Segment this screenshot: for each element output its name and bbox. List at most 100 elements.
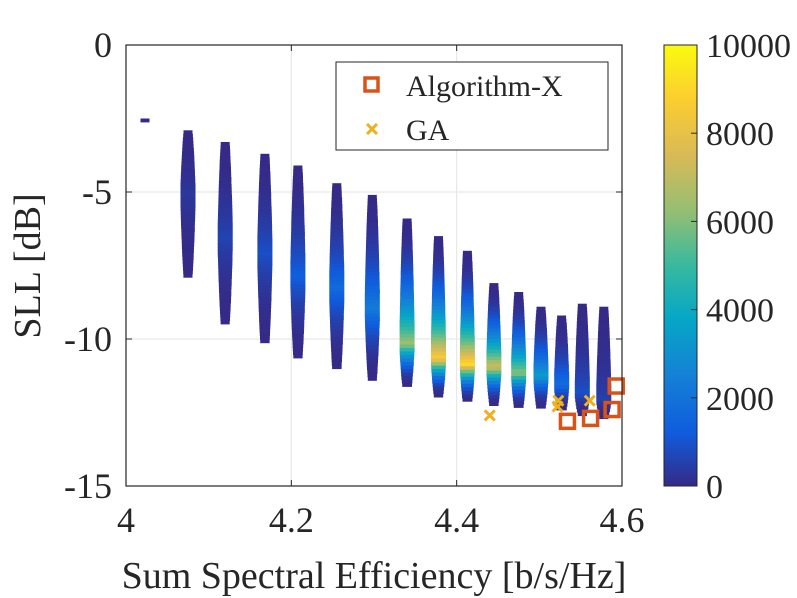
density-cell [460, 324, 475, 329]
density-cell [534, 345, 548, 350]
density-cell [367, 198, 377, 203]
density-cell [512, 320, 525, 324]
density-cell [258, 286, 272, 291]
density-cell [220, 320, 230, 325]
density-cell [330, 323, 344, 328]
density-cell [218, 208, 233, 213]
density-cluster-4 [290, 165, 306, 359]
density-cell [534, 334, 548, 339]
density-cell [399, 351, 415, 356]
density-cell [220, 152, 231, 157]
density-cell [220, 142, 230, 146]
density-cell [291, 218, 305, 222]
density-cell [181, 231, 195, 236]
density-cell [461, 285, 474, 290]
density-cell [433, 250, 444, 254]
density-cell [575, 349, 589, 354]
density-cell [182, 147, 194, 152]
density-cell [460, 373, 475, 378]
density-cell [513, 404, 524, 408]
density-cell [533, 355, 549, 360]
density-cell [219, 289, 232, 293]
density-cell [292, 337, 304, 341]
density-cell [257, 283, 272, 288]
density-cell [486, 370, 502, 375]
colorbar-tick-label: 6000 [706, 204, 774, 241]
density-cell [218, 212, 233, 216]
density-cell [554, 392, 569, 397]
density-cluster-6 [364, 194, 380, 381]
density-cell [293, 351, 303, 355]
density-cell [259, 178, 271, 183]
density-cell [512, 330, 526, 335]
density-cell [218, 278, 232, 283]
density-cell [488, 293, 500, 298]
density-cell [486, 342, 502, 347]
density-cell [220, 310, 231, 314]
density-cell [330, 225, 343, 230]
density-cell [555, 347, 569, 351]
legend-label-ga: GA [406, 114, 450, 147]
density-cell [489, 402, 499, 406]
density-cell [460, 320, 475, 325]
density-cell [331, 361, 342, 366]
density-cell [290, 277, 306, 282]
density-cell [365, 254, 379, 259]
density-cell [290, 263, 306, 268]
density-cell [291, 309, 305, 313]
density-cell [432, 383, 445, 387]
density-cell [461, 292, 474, 297]
density-cell [399, 327, 415, 331]
density-cell [487, 332, 501, 336]
density-cell [257, 272, 273, 277]
density-cell [533, 383, 549, 388]
density-cell [180, 210, 196, 215]
density-cell [218, 282, 232, 286]
density-cell [291, 312, 305, 317]
density-cell [574, 394, 590, 399]
density-cell [597, 348, 611, 353]
density-cell [400, 288, 414, 293]
density-cell [488, 398, 500, 403]
density-cell [514, 292, 524, 296]
density-cell [183, 130, 193, 135]
density-cell [512, 316, 525, 321]
data-point [552, 394, 565, 407]
density-cell [431, 299, 446, 303]
density-cell [460, 341, 475, 346]
density-heatmap [140, 118, 612, 420]
density-cell [331, 354, 343, 359]
density-cell [461, 275, 473, 280]
density-cell [401, 376, 413, 380]
density-cell [364, 289, 380, 294]
density-cell [258, 293, 272, 298]
density-cell [291, 319, 305, 324]
density-cell [431, 337, 446, 342]
density-cell [460, 376, 475, 381]
density-cell [217, 226, 233, 230]
density-cell [462, 397, 473, 402]
density-cell [219, 296, 232, 300]
density-cell [258, 185, 271, 190]
density-cell [400, 285, 414, 289]
density-cell [535, 401, 547, 406]
density-cell [292, 200, 304, 205]
density-cell [329, 284, 345, 289]
density-cell [554, 375, 570, 379]
density-cell [292, 183, 304, 187]
density-cell [331, 211, 343, 216]
density-cell [217, 222, 233, 227]
data-point [603, 400, 621, 419]
density-cell [259, 167, 271, 172]
density-cell [487, 325, 501, 329]
density-cell [181, 245, 194, 250]
density-cell [366, 226, 379, 231]
density-cell [365, 338, 379, 343]
density-cell [367, 201, 378, 206]
density-cell [535, 317, 547, 322]
axis-ticks: 4 4.2 4.4 4.6 0 -5 -10 -15 [64, 25, 645, 540]
density-cell [365, 257, 380, 262]
density-cell [331, 190, 342, 195]
density-cell [460, 313, 475, 318]
density-cell [575, 370, 590, 375]
